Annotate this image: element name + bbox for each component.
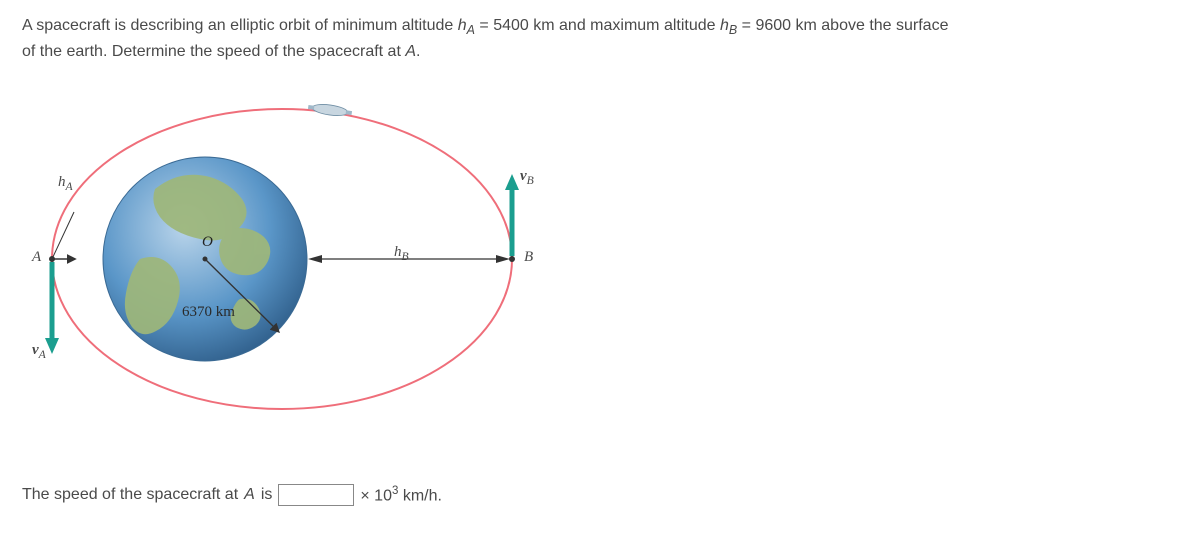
- point-b-label: B: [524, 249, 533, 266]
- problem-statement: A spacecraft is describing an elliptic o…: [22, 14, 1165, 64]
- vb-label-sub: B: [527, 174, 534, 187]
- problem-pointA: A: [405, 43, 416, 60]
- ha-label: hA: [58, 174, 73, 193]
- vb-label: vB: [520, 168, 534, 187]
- va-label-sym: v: [32, 342, 39, 358]
- va-label-sub: A: [39, 348, 46, 361]
- answer-mid: is: [261, 486, 273, 504]
- velocity-a-arrowhead: [45, 338, 59, 354]
- velocity-b-arrowhead: [505, 174, 519, 190]
- point-a-label: A: [32, 249, 41, 266]
- hA-value: = 5400 km and maximum altitude: [475, 17, 720, 34]
- earth-radius-label-text: 6370 km: [182, 304, 235, 320]
- answer-row: The speed of the spacecraft at A is × 10…: [22, 484, 1165, 506]
- hB-symbol: h: [720, 17, 729, 34]
- problem-line1-pre: A spacecraft is describing an elliptic o…: [22, 17, 458, 34]
- hb-arrowhead-right: [496, 255, 510, 263]
- problem-line2: of the earth. Determine the speed of the…: [22, 43, 405, 60]
- problem-period: .: [416, 43, 420, 60]
- hA-symbol: h: [458, 17, 467, 34]
- figure-svg: [30, 94, 550, 434]
- answer-suffix: × 103 km/h.: [360, 485, 442, 505]
- answer-input[interactable]: [278, 484, 354, 506]
- answer-point: A: [244, 486, 255, 504]
- center-label: O: [202, 234, 213, 251]
- ha-label-sub: A: [66, 180, 73, 193]
- hA-subscript: A: [467, 23, 475, 37]
- answer-prefix: The speed of the spacecraft at: [22, 486, 238, 504]
- hb-arrowhead-left: [308, 255, 322, 263]
- answer-suffix-post: km/h.: [398, 487, 442, 504]
- orbit-figure: hA A vA O 6370 km hB B vB: [30, 94, 550, 434]
- point-a-label-text: A: [32, 249, 41, 265]
- hb-label: hB: [394, 244, 409, 263]
- point-b-label-text: B: [524, 249, 533, 265]
- earth-radius-label: 6370 km: [182, 304, 235, 321]
- hB-value: = 9600 km above the surface: [737, 17, 948, 34]
- ha-label-sym: h: [58, 174, 66, 190]
- hB-subscript: B: [729, 23, 737, 37]
- hb-label-sub: B: [402, 250, 409, 263]
- vb-label-sym: v: [520, 168, 527, 184]
- va-label: vA: [32, 342, 46, 361]
- hb-label-sym: h: [394, 244, 402, 260]
- answer-suffix-pre: × 10: [360, 487, 392, 504]
- center-label-text: O: [202, 234, 213, 250]
